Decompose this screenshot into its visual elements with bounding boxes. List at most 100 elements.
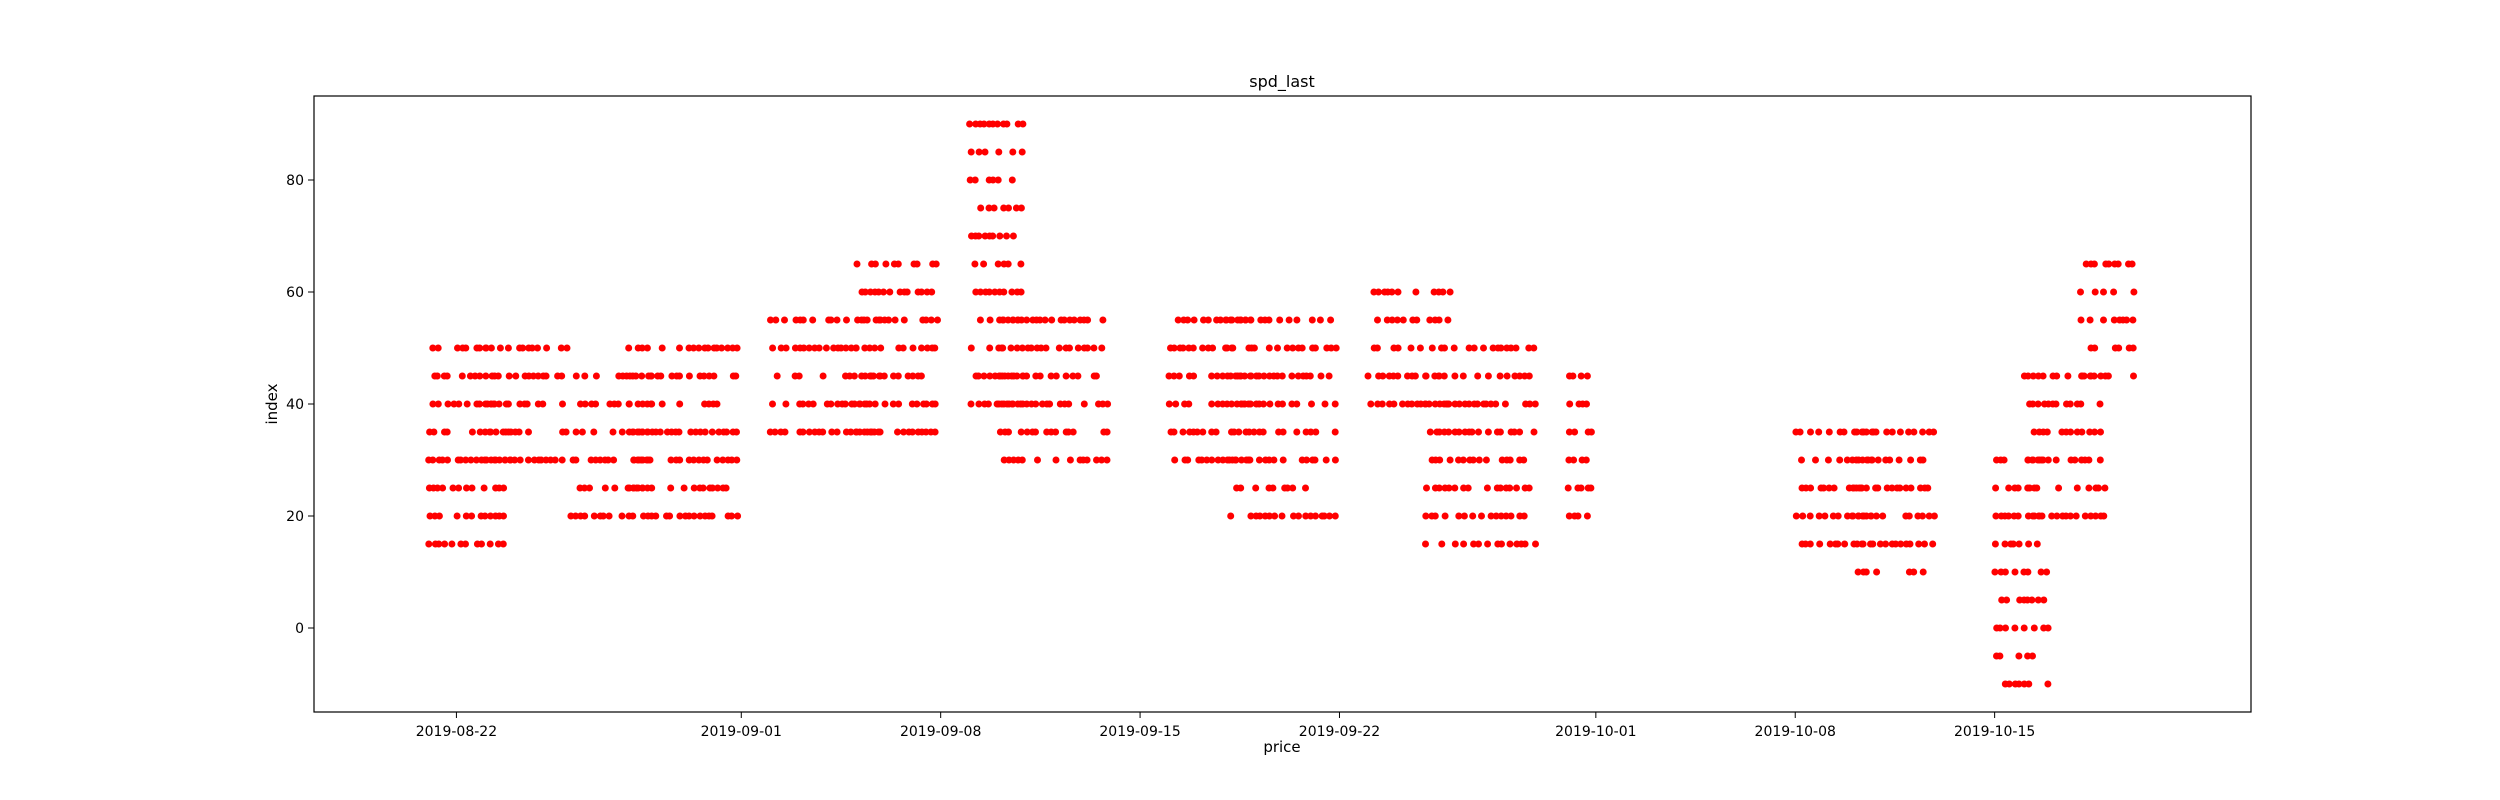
data-point	[463, 400, 471, 408]
data-point	[1483, 484, 1491, 492]
data-point	[1872, 428, 1880, 436]
data-point	[980, 120, 988, 128]
data-point	[822, 344, 830, 352]
data-point	[448, 540, 456, 548]
data-point	[1501, 400, 1509, 408]
data-point	[449, 484, 457, 492]
data-point	[1503, 372, 1511, 380]
data-point	[1092, 372, 1100, 380]
data-point	[2067, 428, 2075, 436]
data-point	[572, 372, 580, 380]
data-point	[2015, 540, 2023, 548]
data-point	[1235, 428, 1243, 436]
data-point	[1407, 344, 1415, 352]
data-point	[1394, 344, 1402, 352]
data-point	[1798, 456, 1805, 464]
data-point	[709, 484, 716, 492]
data-point	[578, 428, 586, 436]
data-point	[1583, 400, 1590, 408]
data-point	[1104, 400, 1112, 408]
data-point	[1208, 456, 1216, 464]
data-point	[1829, 512, 1837, 520]
data-point	[481, 512, 489, 520]
data-point	[639, 456, 647, 464]
data-point	[1497, 344, 1505, 352]
data-point	[1190, 372, 1198, 380]
data-point	[1482, 400, 1490, 408]
data-point	[1373, 344, 1381, 352]
data-point	[931, 400, 939, 408]
data-point	[504, 400, 512, 408]
data-point	[2078, 428, 2086, 436]
data-point	[1455, 400, 1463, 408]
data-point	[676, 456, 684, 464]
data-point	[1525, 344, 1533, 352]
data-point	[805, 428, 813, 436]
data-point	[1530, 428, 1538, 436]
data-point	[1278, 372, 1286, 380]
data-point	[429, 400, 437, 408]
data-point	[524, 456, 532, 464]
data-point	[1921, 540, 1928, 548]
data-point	[494, 540, 502, 548]
data-point	[2097, 372, 2105, 380]
data-point	[478, 540, 485, 548]
data-point	[1422, 512, 1430, 520]
data-point	[1004, 316, 1012, 324]
data-point	[1293, 400, 1301, 408]
data-point	[1907, 484, 1915, 492]
data-point	[2029, 400, 2037, 408]
data-point	[971, 260, 979, 268]
data-point	[441, 540, 449, 548]
data-point	[708, 512, 716, 520]
data-point	[1998, 596, 2006, 604]
data-point	[1930, 512, 1938, 520]
data-point	[1331, 456, 1339, 464]
data-point	[1451, 484, 1459, 492]
data-point	[1848, 456, 1856, 464]
data-point	[690, 456, 698, 464]
data-point	[1583, 512, 1591, 520]
y-tick-label: 20	[286, 509, 304, 525]
data-point	[592, 400, 600, 408]
data-point	[1103, 456, 1111, 464]
data-point	[1179, 428, 1187, 436]
data-point	[1307, 428, 1315, 436]
data-point	[1520, 456, 1528, 464]
data-point	[843, 316, 850, 324]
data-point	[699, 484, 707, 492]
data-point	[994, 260, 1002, 268]
data-point	[1307, 512, 1315, 520]
data-point	[1834, 540, 1842, 548]
data-point	[1212, 428, 1220, 436]
data-point	[1820, 484, 1828, 492]
data-point	[1497, 512, 1505, 520]
data-point	[1874, 456, 1882, 464]
data-point	[994, 120, 1001, 128]
data-point	[1170, 428, 1178, 436]
data-point	[639, 400, 647, 408]
data-point	[1506, 540, 1514, 548]
data-point	[1445, 484, 1453, 492]
data-point	[590, 512, 598, 520]
data-point	[1048, 316, 1056, 324]
data-point	[647, 372, 655, 380]
data-point	[1468, 428, 1476, 436]
data-point	[1179, 344, 1187, 352]
data-point	[1294, 372, 1302, 380]
data-point	[2025, 540, 2033, 548]
data-point	[563, 344, 571, 352]
data-point	[534, 372, 542, 380]
data-point	[1000, 400, 1008, 408]
data-point	[629, 512, 637, 520]
data-point	[667, 456, 675, 464]
data-point	[1507, 344, 1515, 352]
data-point	[837, 344, 845, 352]
data-point	[1492, 512, 1500, 520]
data-point	[1469, 456, 1477, 464]
data-point	[630, 456, 638, 464]
data-point	[868, 428, 876, 436]
data-point	[1060, 316, 1068, 324]
data-point	[1174, 316, 1182, 324]
data-point	[1003, 232, 1010, 240]
